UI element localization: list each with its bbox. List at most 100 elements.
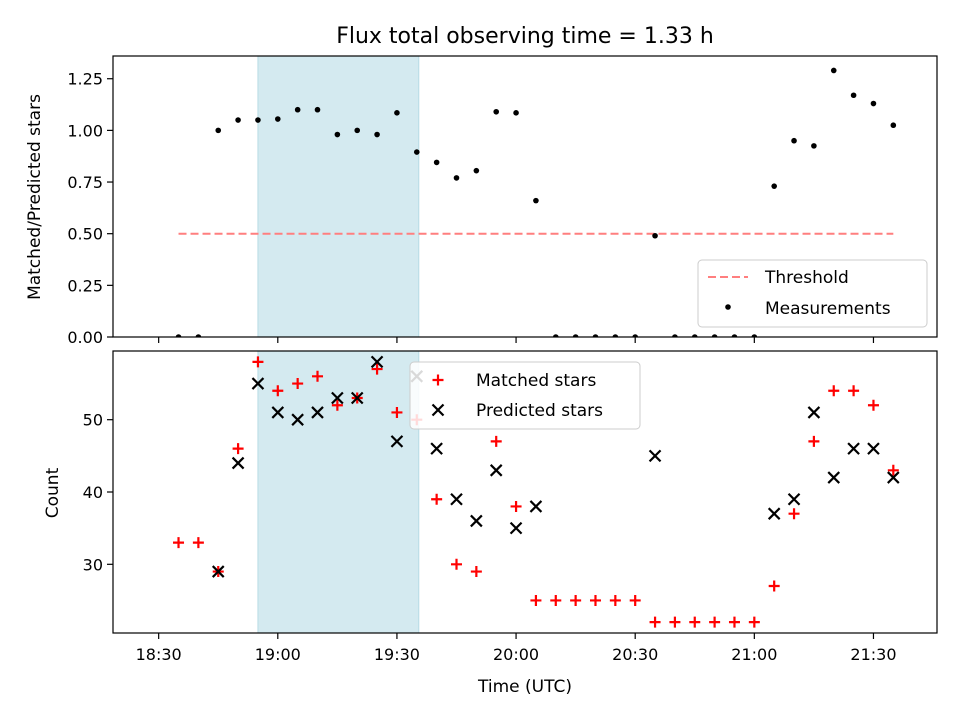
- matched-star-marker: [629, 594, 641, 606]
- matched-star-marker: [689, 616, 701, 628]
- predicted-star-marker: [331, 391, 344, 405]
- matched-star-marker: [431, 493, 443, 505]
- matched-star-marker: [192, 537, 204, 549]
- y-tick-label: 0.50: [67, 225, 103, 244]
- predicted-star-marker: [867, 442, 880, 455]
- predicted-star-marker: [529, 500, 543, 513]
- matched-star-marker: [490, 435, 502, 447]
- measurement-point: [513, 110, 519, 116]
- y-tick-label: 0.25: [67, 276, 103, 295]
- x-tick-label: 21:30: [850, 645, 896, 664]
- top-legend: Threshold Measurements: [697, 259, 928, 328]
- measurement-point: [731, 334, 738, 337]
- predicted-star-marker: [767, 507, 781, 520]
- x-tick-label: 18:30: [136, 645, 182, 664]
- matched-star-marker: [530, 594, 542, 606]
- matched-star-marker: [728, 616, 740, 628]
- top-axes-frame: [112, 55, 938, 338]
- predicted-star-marker: [827, 471, 841, 484]
- matched-star-marker: [748, 616, 760, 628]
- shaded-observing-span: [257, 55, 420, 338]
- chart-title: Flux total observing time = 1.33 h: [336, 24, 714, 49]
- predicted-star-marker: [887, 471, 900, 484]
- predicted-star-marker: [807, 406, 821, 419]
- measurement-point: [552, 334, 559, 337]
- measurement-point: [632, 334, 638, 337]
- legend-threshold-label: Threshold: [764, 268, 849, 288]
- matched-star-marker: [669, 616, 681, 628]
- matched-star-marker: [589, 594, 601, 606]
- measurement-point: [811, 143, 817, 149]
- matched-star-marker: [470, 566, 482, 578]
- bottom-y-axis-label: Count: [43, 467, 63, 518]
- top-legend-box: [697, 259, 928, 328]
- bottom-legend: Matched stars Predicted stars: [409, 361, 641, 430]
- predicted-star-marker: [291, 413, 304, 426]
- legend-measurements-label: Measurements: [765, 299, 891, 319]
- legend-matched-label: Matched stars: [476, 371, 596, 391]
- top-panel: 0.00 0.25 0.50 0.75 1.00 1.25 Threshold Measure…: [67, 55, 938, 347]
- predicted-star-marker: [489, 464, 503, 477]
- predicted-star-marker: [271, 406, 285, 419]
- measurement-point: [533, 197, 539, 204]
- predicted-star-marker: [430, 442, 443, 455]
- bottom-panel: 30 40 50 18:30 19:00 19:30 20:00 20:30 21:00 21:3…: [83, 350, 938, 664]
- y-tick-label: 0.00: [67, 328, 103, 347]
- shaded-observing-span: [257, 350, 420, 634]
- x-tick-label: 20:30: [612, 645, 658, 664]
- matched-star-marker: [312, 370, 324, 382]
- matched-star-marker: [510, 500, 522, 512]
- predicted-star-marker: [211, 565, 225, 578]
- measurement-point: [235, 117, 241, 123]
- predicted-star-marker: [251, 377, 265, 390]
- measurement-point: [493, 108, 500, 115]
- matched-star-marker: [292, 378, 304, 390]
- matched-star-marker: [768, 580, 780, 592]
- matched-star-marker: [173, 537, 185, 549]
- x-tick-label: 21:00: [731, 645, 777, 664]
- y-tick-label: 1.25: [67, 70, 103, 89]
- measurement-point: [850, 92, 857, 99]
- bottom-plot-area: [173, 355, 900, 628]
- measurement-point: [195, 334, 202, 337]
- predicted-star-marker: [390, 435, 404, 448]
- measurement-point: [771, 183, 777, 189]
- top-plot-area: [175, 67, 897, 337]
- legend-predicted-swatch: [431, 403, 445, 417]
- measurement-point: [215, 127, 222, 134]
- measurement-point: [473, 167, 480, 174]
- matched-star-marker: [371, 363, 383, 375]
- y-tick-label: 40: [83, 483, 103, 502]
- measurement-point: [870, 100, 877, 107]
- measurement-point: [433, 159, 440, 166]
- matched-star-marker: [391, 406, 403, 418]
- measurement-point: [354, 127, 361, 134]
- predicted-star-marker: [787, 492, 801, 506]
- matched-star-marker: [867, 399, 879, 411]
- matched-star-marker: [788, 508, 800, 520]
- measurement-point: [791, 137, 797, 144]
- legend-predicted-label: Predicted stars: [476, 401, 603, 421]
- predicted-star-marker: [470, 514, 483, 528]
- measurement-point: [572, 334, 579, 337]
- predicted-star-marker: [509, 521, 523, 535]
- measurement-point: [255, 117, 261, 123]
- matched-star-marker: [450, 558, 462, 570]
- matched-star-marker: [828, 385, 840, 397]
- measurement-point: [453, 175, 460, 181]
- matched-star-marker: [570, 594, 582, 606]
- predicted-star-marker: [847, 442, 860, 455]
- top-y-axis-label: Matched/Predicted stars: [25, 94, 45, 300]
- measurement-point: [413, 149, 420, 155]
- legend-measurements-swatch: [725, 304, 731, 310]
- predicted-star-marker: [370, 355, 384, 369]
- matched-star-marker: [887, 464, 899, 476]
- predicted-star-marker: [450, 492, 463, 506]
- matched-star-marker: [272, 385, 284, 397]
- x-axis-label: Time (UTC): [477, 677, 572, 697]
- matched-star-marker: [649, 616, 661, 628]
- bottom-legend-box: [409, 361, 641, 430]
- matched-star-marker: [709, 616, 721, 628]
- predicted-star-marker: [311, 406, 324, 419]
- measurement-point: [890, 122, 897, 129]
